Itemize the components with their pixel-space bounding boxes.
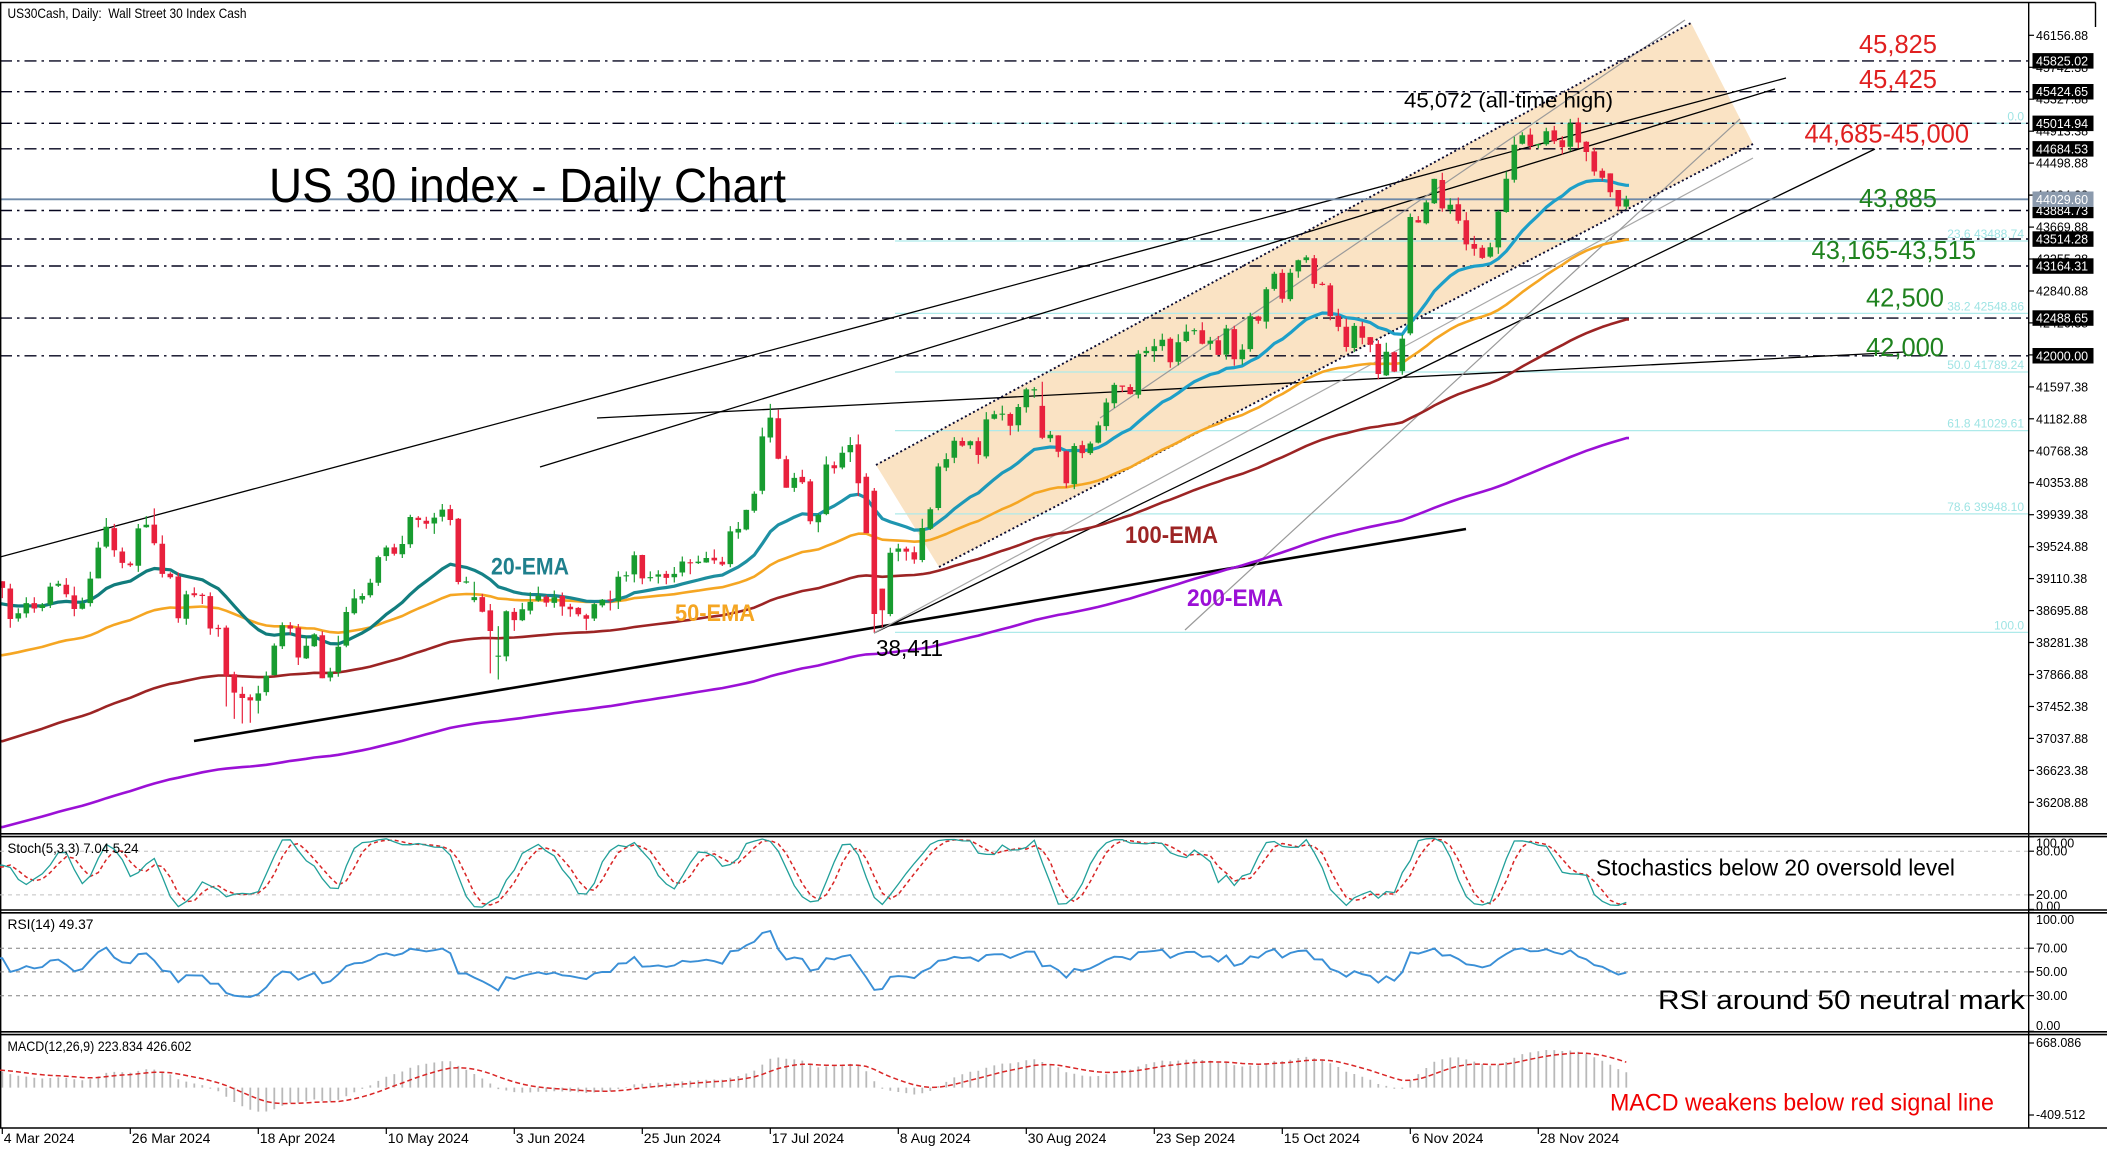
- svg-text:3 Jun 2024: 3 Jun 2024: [516, 1130, 585, 1146]
- svg-text:0.00: 0.00: [2036, 900, 2060, 914]
- svg-text:6 Nov 2024: 6 Nov 2024: [1412, 1130, 1484, 1146]
- svg-text:44,685-45,000: 44,685-45,000: [1805, 121, 1969, 149]
- svg-text:15 Oct 2024: 15 Oct 2024: [1284, 1130, 1360, 1146]
- svg-text:78.6 39948.10: 78.6 39948.10: [1947, 500, 2024, 514]
- svg-text:38281.38: 38281.38: [2036, 636, 2088, 650]
- svg-text:0.00: 0.00: [2036, 1019, 2060, 1033]
- svg-text:38,411: 38,411: [876, 635, 943, 661]
- svg-text:39524.88: 39524.88: [2036, 540, 2088, 554]
- svg-text:100-EMA: 100-EMA: [1125, 522, 1218, 549]
- svg-text:61.8 41029.61: 61.8 41029.61: [1947, 417, 2024, 431]
- svg-text:37866.88: 37866.88: [2036, 668, 2088, 682]
- svg-text:45825.02: 45825.02: [2036, 54, 2088, 68]
- svg-text:39110.38: 39110.38: [2036, 572, 2087, 586]
- svg-text:100.00: 100.00: [2036, 913, 2074, 927]
- svg-text:45424.65: 45424.65: [2036, 85, 2088, 99]
- svg-text:US 30 index - Daily Chart: US 30 index - Daily Chart: [269, 160, 786, 213]
- svg-text:30 Aug 2024: 30 Aug 2024: [1028, 1130, 1107, 1146]
- svg-text:45,825: 45,825: [1859, 31, 1937, 59]
- svg-text:20.00: 20.00: [2036, 888, 2067, 902]
- svg-text:0.0: 0.0: [2007, 109, 2024, 123]
- svg-text:70.00: 70.00: [2036, 941, 2067, 955]
- svg-text:43884.73: 43884.73: [2036, 204, 2088, 218]
- svg-text:43,165-43,515: 43,165-43,515: [1812, 237, 1976, 265]
- svg-text:40768.38: 40768.38: [2036, 444, 2088, 458]
- svg-text:45,425: 45,425: [1859, 66, 1937, 94]
- svg-text:40353.88: 40353.88: [2036, 476, 2088, 490]
- svg-text:41597.38: 41597.38: [2036, 380, 2088, 394]
- svg-text:41182.88: 41182.88: [2036, 412, 2087, 426]
- svg-text:30.00: 30.00: [2036, 989, 2067, 1003]
- svg-text:45014.94: 45014.94: [2036, 117, 2088, 131]
- svg-text:80.00: 80.00: [2036, 844, 2067, 858]
- svg-text:46156.88: 46156.88: [2036, 29, 2088, 43]
- svg-text:42000.00: 42000.00: [2036, 349, 2088, 363]
- svg-text:4 Mar 2024: 4 Mar 2024: [4, 1130, 75, 1146]
- svg-text:MACD(12,26,9) 223.834 426.602: MACD(12,26,9) 223.834 426.602: [8, 1038, 192, 1054]
- svg-text:50.00: 50.00: [2036, 965, 2067, 979]
- svg-text:36208.88: 36208.88: [2036, 796, 2088, 810]
- svg-text:44498.88: 44498.88: [2036, 157, 2088, 171]
- svg-text:RSI around 50 neutral mark: RSI around 50 neutral mark: [1658, 985, 2026, 1015]
- svg-text:50-EMA: 50-EMA: [675, 600, 755, 627]
- svg-text:42488.65: 42488.65: [2036, 312, 2088, 326]
- svg-text:43,885: 43,885: [1859, 185, 1937, 213]
- svg-text:44684.53: 44684.53: [2036, 142, 2088, 156]
- svg-text:50.0 41789.24: 50.0 41789.24: [1947, 358, 2024, 372]
- svg-text:8 Aug 2024: 8 Aug 2024: [900, 1130, 971, 1146]
- svg-text:100.0: 100.0: [1994, 618, 2024, 632]
- svg-text:36623.38: 36623.38: [2036, 764, 2088, 778]
- svg-text:668.086: 668.086: [2036, 1036, 2081, 1050]
- svg-text:37037.88: 37037.88: [2036, 732, 2088, 746]
- svg-text:43514.28: 43514.28: [2036, 233, 2088, 247]
- svg-text:US30Cash, Daily: Wall Street: US30Cash, Daily: Wall Street 30 Index Ca…: [8, 5, 247, 21]
- svg-text:38.2 42548.86: 38.2 42548.86: [1947, 299, 2024, 313]
- svg-text:28 Nov 2024: 28 Nov 2024: [1540, 1130, 1620, 1146]
- svg-text:37452.38: 37452.38: [2036, 700, 2088, 714]
- svg-text:-409.512: -409.512: [2036, 1108, 2085, 1122]
- svg-text:26 Mar 2024: 26 Mar 2024: [132, 1130, 211, 1146]
- svg-text:38695.88: 38695.88: [2036, 604, 2088, 618]
- svg-text:23 Sep 2024: 23 Sep 2024: [1156, 1130, 1236, 1146]
- svg-text:Stochastics below 20 oversold: Stochastics below 20 oversold level: [1596, 855, 1955, 881]
- svg-text:43164.31: 43164.31: [2036, 260, 2088, 274]
- svg-text:RSI(14) 49.37: RSI(14) 49.37: [8, 916, 94, 932]
- svg-text:39939.38: 39939.38: [2036, 508, 2088, 522]
- svg-text:42,500: 42,500: [1866, 285, 1944, 313]
- svg-text:18 Apr 2024: 18 Apr 2024: [260, 1130, 336, 1146]
- svg-text:100.00: 100.00: [2036, 836, 2074, 850]
- svg-text:Stoch(5,3,3) 7.04 5.24: Stoch(5,3,3) 7.04 5.24: [8, 840, 139, 856]
- svg-text:42,000: 42,000: [1866, 334, 1944, 362]
- svg-text:43669.88: 43669.88: [2036, 221, 2088, 235]
- svg-text:200-EMA: 200-EMA: [1187, 585, 1283, 612]
- svg-text:17 Jul 2024: 17 Jul 2024: [772, 1130, 845, 1146]
- svg-text:23.6 43488.74: 23.6 43488.74: [1947, 227, 2024, 241]
- svg-text:42840.88: 42840.88: [2036, 285, 2088, 299]
- svg-text:20-EMA: 20-EMA: [491, 554, 569, 581]
- svg-text:45,072 (all-time high): 45,072 (all-time high): [1404, 90, 1613, 113]
- svg-text:25 Jun 2024: 25 Jun 2024: [644, 1130, 721, 1146]
- svg-text:44029.60: 44029.60: [2036, 193, 2088, 207]
- svg-text:10 May 2024: 10 May 2024: [388, 1130, 469, 1146]
- svg-text:MACD weakens below red signal: MACD weakens below red signal line: [1610, 1090, 1994, 1117]
